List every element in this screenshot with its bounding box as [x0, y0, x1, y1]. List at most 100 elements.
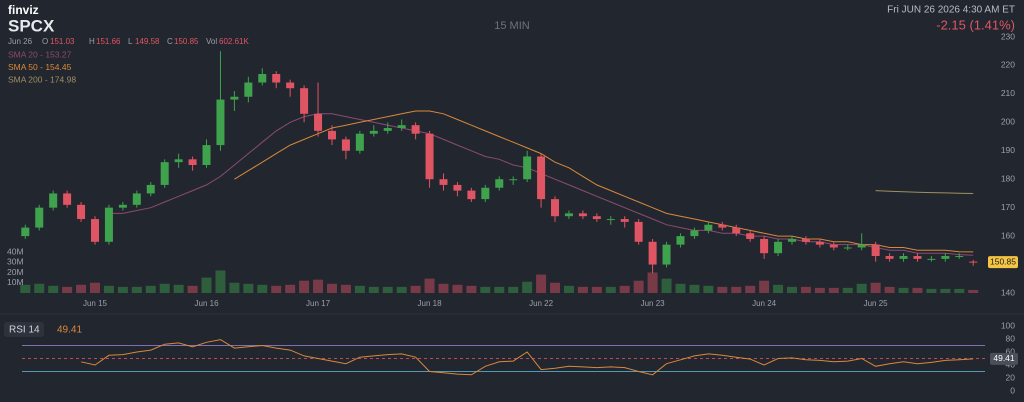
- datetime: Fri JUN 26 2026 4:30 AM ET: [887, 5, 1015, 16]
- volume-bar: [229, 282, 240, 293]
- candle-body: [899, 256, 908, 259]
- candle-body: [662, 244, 671, 265]
- candle-body: [801, 238, 810, 242]
- candle-body: [286, 82, 295, 89]
- volume-bar: [173, 284, 184, 293]
- candle-body: [397, 125, 406, 129]
- volume-bar: [814, 287, 825, 293]
- volume-bar: [926, 288, 937, 293]
- volume-bar: [912, 287, 923, 293]
- volume-bar: [828, 287, 839, 293]
- candle-body: [188, 159, 197, 165]
- volume-bar: [299, 280, 310, 293]
- volume-bar: [745, 285, 756, 293]
- candle-body: [969, 261, 978, 263]
- candle-body: [537, 156, 546, 200]
- ohlc-value: 151.66: [96, 37, 121, 46]
- legend-entry: SMA 50 - 154.45: [8, 62, 72, 72]
- candle-body: [453, 184, 462, 191]
- candle-body: [35, 207, 44, 228]
- x-tick-label: Jun 23: [641, 299, 666, 308]
- candle-body: [174, 159, 183, 163]
- candle-body: [551, 199, 560, 217]
- volume-tick-label: 10M: [7, 277, 24, 287]
- candle-body: [495, 179, 504, 188]
- candle-body: [648, 241, 657, 265]
- x-tick-label: Jun 18: [418, 299, 443, 308]
- candle-body: [620, 219, 629, 222]
- volume-bar: [550, 282, 561, 293]
- volume-bar: [522, 281, 533, 293]
- volume-bar: [759, 280, 770, 293]
- sma-line: [234, 110, 974, 253]
- plot: 14015016017018019020021022023010M20M30M4…: [0, 31, 1024, 395]
- candle-body: [592, 216, 601, 220]
- candle-body: [104, 207, 113, 242]
- volume-bar: [856, 283, 867, 293]
- panel-value: 49.41: [57, 325, 82, 336]
- y-tick-label: 180: [1001, 173, 1015, 183]
- ohlc-label: O: [42, 37, 48, 46]
- volume-bar: [313, 279, 324, 293]
- volume-bar: [870, 282, 881, 293]
- candle-body: [871, 244, 880, 257]
- candle-body: [564, 213, 573, 217]
- volume-bar: [591, 286, 602, 293]
- candle-body: [132, 193, 141, 205]
- legend-entry: SMA 20 - 153.27: [8, 49, 72, 59]
- ohlc-value: 149.58: [135, 37, 160, 46]
- volume-bar: [800, 286, 811, 293]
- volume-bar: [326, 283, 337, 293]
- ohlc-label: C: [167, 37, 173, 46]
- volume-bar: [452, 284, 463, 293]
- candle-body: [606, 219, 615, 221]
- volume-bar: [368, 286, 379, 293]
- volume-bar: [494, 286, 505, 293]
- x-tick-label: Jun 15: [83, 299, 108, 308]
- volume-bar: [647, 272, 658, 293]
- volume-bar: [243, 283, 254, 293]
- ohlc-label: L: [128, 37, 133, 46]
- legend: SMA 20 - 153.27 SMA 50 - 154.45 SMA 200 - …: [8, 49, 76, 84]
- volume-bar: [536, 274, 547, 293]
- candle-body: [704, 224, 713, 231]
- candle-body: [244, 82, 253, 97]
- price-change: -2.15 (1.41%): [936, 17, 1015, 32]
- candle-body: [91, 219, 99, 242]
- candle-body: [843, 247, 852, 249]
- candle-body: [327, 130, 336, 140]
- ohlc-value: 602.61K: [219, 37, 249, 46]
- volume-bar: [898, 287, 909, 293]
- rsi-badge-label: 49.41: [993, 353, 1015, 363]
- x-tick-label: Jun 17: [306, 299, 331, 308]
- candle-body: [955, 256, 964, 258]
- rsi-line: [80, 339, 974, 376]
- candle-body: [578, 213, 587, 217]
- y-tick-label: 160: [1001, 230, 1015, 240]
- volume-bar: [340, 284, 351, 293]
- sma-line: [875, 190, 974, 194]
- panel-label-box: [4, 322, 44, 337]
- volume-bar: [48, 285, 59, 293]
- candle-body: [523, 156, 532, 180]
- candle-body: [258, 73, 267, 83]
- volume-tick-label: 40M: [7, 246, 24, 256]
- volume-bar: [103, 285, 114, 293]
- y-tick-label: 0: [1010, 385, 1015, 395]
- volume-bar: [968, 289, 979, 293]
- volume-bar: [424, 278, 435, 293]
- candle-body: [760, 238, 769, 254]
- volume-bar: [410, 285, 421, 293]
- candle-body: [774, 241, 783, 254]
- volume-bar: [354, 285, 365, 293]
- candle-body: [676, 236, 685, 245]
- candle-body: [634, 221, 643, 242]
- y-tick-label: 80: [1006, 333, 1016, 343]
- candle-body: [829, 244, 838, 248]
- y-tick-label: 190: [1001, 145, 1015, 155]
- volume-bar: [842, 287, 853, 293]
- volume-bar: [508, 286, 519, 293]
- volume-bar: [787, 286, 797, 293]
- volume-bar: [396, 286, 407, 293]
